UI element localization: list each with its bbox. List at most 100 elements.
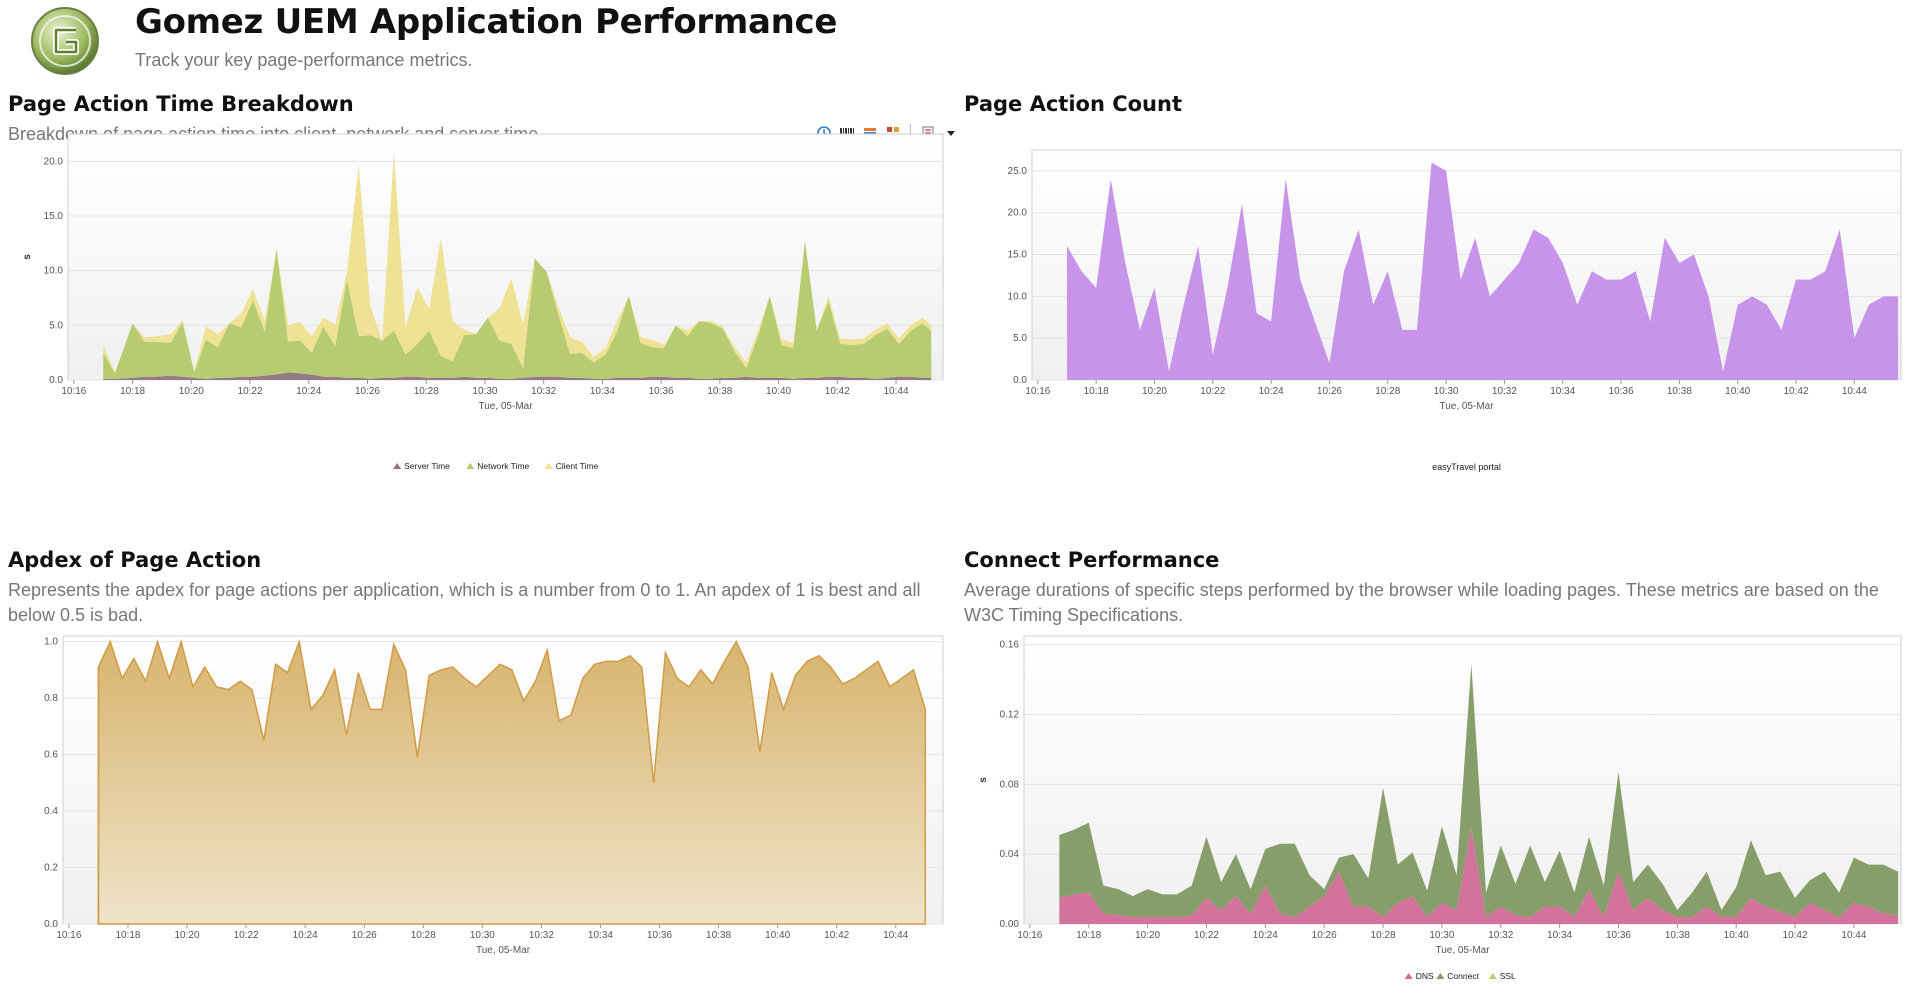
x-tick-label: 10:26: [1317, 386, 1342, 397]
panel-title: Page Action Time Breakdown: [8, 92, 354, 116]
y-tick-label: 0.4: [44, 806, 58, 817]
legend-item[interactable]: Connect: [1436, 971, 1480, 981]
x-tick-label: 10:16: [1017, 930, 1042, 941]
legend-label: easyTravel portal: [1432, 462, 1501, 472]
x-tick-label: 10:36: [1609, 386, 1634, 397]
legend-swatch: [544, 463, 553, 469]
x-tick-label: 10:36: [647, 930, 672, 941]
legend-swatch: [466, 463, 475, 469]
y-axis-label: s: [978, 777, 989, 783]
y-tick-label: 10.0: [1008, 291, 1028, 302]
panel-description: Average durations of specific steps perf…: [964, 580, 1879, 625]
x-tick-label: 10:18: [1084, 386, 1109, 397]
barcode-icon[interactable]: [838, 124, 856, 142]
legend-item[interactable]: Network Time: [466, 461, 530, 471]
x-tick-label: 10:32: [529, 930, 554, 941]
y-tick-label: 20.0: [1008, 208, 1028, 219]
x-tick-label: 10:30: [1429, 930, 1454, 941]
y-tick-label: 0.04: [1000, 849, 1020, 860]
x-tick-label: 10:44: [883, 930, 908, 941]
panel-title: Page Action Count: [964, 92, 1182, 116]
y-tick-label: 0.0: [1013, 375, 1027, 386]
area-connect: [1059, 663, 1899, 918]
y-tick-label: 0.0: [44, 919, 58, 930]
legend-swatch: [1436, 973, 1445, 979]
y-tick-label: 15.0: [44, 211, 64, 222]
panel-page-action-time-breakdown: Page Action Time Breakdown Breakdown of …: [8, 92, 955, 532]
page-subtitle: Track your key page-performance metrics.: [135, 50, 473, 70]
dropdown-arrow-icon[interactable]: [942, 124, 960, 142]
legend-item[interactable]: Server Time: [393, 461, 450, 471]
x-tick-label: 10:32: [531, 386, 556, 397]
x-tick-label: 10:34: [1550, 386, 1575, 397]
x-tick-label: 10:42: [1784, 386, 1809, 397]
panel-title: Connect Performance: [964, 548, 1220, 572]
x-tick-label: 10:40: [1724, 930, 1749, 941]
x-tick-label: 10:44: [884, 386, 909, 397]
x-tick-label: 10:28: [1375, 386, 1400, 397]
y-tick-label: 0.00: [1000, 919, 1020, 930]
x-tick-label: 10:18: [120, 386, 145, 397]
panel-title: Apdex of Page Action: [8, 548, 262, 572]
time-breakdown-chart: 0.0 5.0 10.0 15.0 20.0 10:16 10:18 10:20 10:22 10…: [22, 133, 944, 471]
area-easytravel-portal: [1066, 162, 1899, 380]
y-tick-label: 20.0: [44, 156, 64, 167]
legend-label: Client Time: [556, 461, 599, 471]
apdex-chart: 0.0 0.2 0.4 0.6 0.8 1.0 10:16 10:18 10:20 10:22 10…: [44, 635, 944, 956]
y-tick-label: 25.0: [1008, 166, 1028, 177]
x-tick-label: 10:38: [1667, 386, 1692, 397]
x-tick-label: 10:34: [588, 930, 613, 941]
x-tick-label: 10:22: [234, 930, 259, 941]
y-tick-label: 0.8: [44, 693, 58, 704]
legend-label: Network Time: [477, 461, 529, 471]
x-tick-label: 10:24: [296, 386, 321, 397]
x-tick-label: 10:24: [1253, 930, 1278, 941]
x-tick-label: 10:20: [175, 930, 200, 941]
y-tick-label: 0.0: [49, 375, 63, 386]
x-tick-label: 10:28: [414, 386, 439, 397]
x-tick-label: 10:36: [649, 386, 674, 397]
x-axis-label: Tue, 05-Mar: [478, 401, 533, 412]
y-tick-label: 0.6: [44, 750, 58, 761]
x-tick-label: 10:26: [352, 930, 377, 941]
x-tick-label: 10:16: [61, 386, 86, 397]
x-tick-label: 10:28: [1371, 930, 1396, 941]
y-tick-label: 0.16: [1000, 640, 1020, 651]
x-tick-label: 10:42: [825, 386, 850, 397]
x-tick-label: 10:28: [411, 930, 436, 941]
connect-performance-chart: 0.00 0.04 0.08 0.12 0.16 10:16 10:18 10:20 10:22…: [978, 635, 1902, 981]
panel-description: Represents the apdex for page actions pe…: [8, 580, 921, 625]
x-tick-label: 10:30: [1434, 386, 1459, 397]
x-axis-label: Tue, 05-Mar: [1439, 401, 1494, 412]
area-client-time: [103, 151, 932, 374]
legend-item[interactable]: SSL: [1488, 971, 1516, 981]
x-tick-label: 10:34: [590, 386, 615, 397]
x-tick-label: 10:24: [1259, 386, 1284, 397]
legend-item[interactable]: DNS: [1404, 971, 1434, 981]
x-tick-label: 10:32: [1492, 386, 1517, 397]
x-tick-label: 10:30: [472, 386, 497, 397]
x-tick-label: 10:22: [1194, 930, 1219, 941]
legend-item[interactable]: Client Time: [544, 461, 599, 471]
x-tick-label: 10:34: [1547, 930, 1572, 941]
x-tick-label: 10:26: [1312, 930, 1337, 941]
x-tick-label: 10:30: [470, 930, 495, 941]
panel-apdex-of-page-action: Apdex of Page Action Represents the apde…: [8, 548, 953, 999]
y-axis-label: s: [22, 254, 33, 260]
x-tick-label: 10:16: [56, 930, 81, 941]
area-network-time: [103, 241, 932, 379]
x-tick-label: 10:38: [707, 386, 732, 397]
toolbar-divider: [910, 124, 911, 142]
area-dns: [1059, 828, 1899, 924]
x-tick-label: 10:26: [355, 386, 380, 397]
x-tick-label: 10:40: [766, 386, 791, 397]
x-tick-label: 10:38: [1665, 930, 1690, 941]
y-tick-label: 5.0: [49, 320, 63, 331]
x-tick-label: 10:44: [1842, 386, 1867, 397]
y-tick-label: 0.2: [44, 863, 58, 874]
y-tick-label: 15.0: [1008, 250, 1028, 261]
x-tick-label: 10:18: [115, 930, 140, 941]
area-server-time: [103, 372, 932, 380]
x-tick-label: 10:40: [765, 930, 790, 941]
y-tick-label: 1.0: [44, 637, 58, 648]
